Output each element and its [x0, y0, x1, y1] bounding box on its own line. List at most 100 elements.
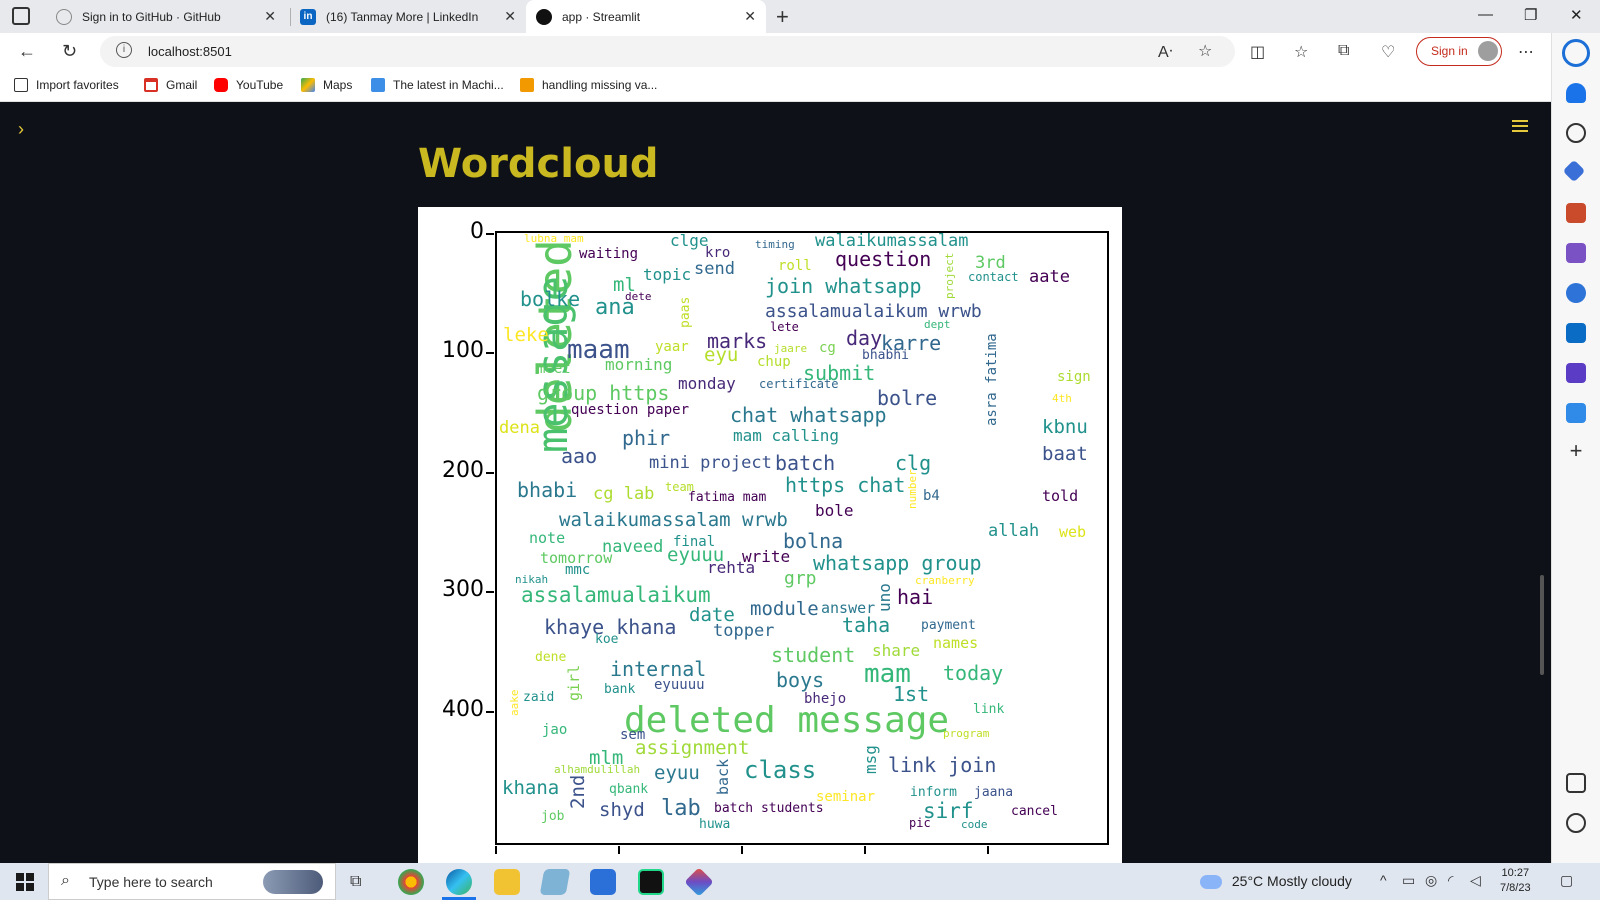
wordcloud-word: pic — [909, 816, 931, 830]
sidebar-layout-icon[interactable] — [1566, 773, 1586, 793]
info-icon[interactable]: i — [116, 42, 132, 58]
microsoft365-icon[interactable] — [1566, 283, 1586, 303]
designer-icon[interactable] — [1566, 363, 1586, 383]
close-icon[interactable]: ✕ — [504, 8, 516, 24]
main-menu-icon[interactable] — [1512, 120, 1528, 132]
wordcloud-word: mlm — [589, 747, 624, 769]
bookmark-import-favorites[interactable]: Import favorites — [14, 78, 119, 92]
system-clock[interactable]: 10:27 7/8/23 — [1500, 866, 1531, 896]
wordcloud-word: back — [714, 758, 732, 795]
streamlit-icon — [536, 8, 552, 25]
expand-sidebar-icon[interactable]: › — [18, 119, 24, 139]
streamlit-app: › Wordcloud deleted message deleted messag… — [0, 103, 1551, 863]
favorite-star-icon[interactable]: ☆ — [1198, 43, 1213, 60]
wordcloud-word: module — [750, 598, 819, 620]
y-tick-mark — [486, 233, 494, 235]
wordcloud-word: girl — [565, 664, 583, 701]
tab-title: Sign in to GitHub · GitHub — [82, 9, 221, 24]
wordcloud-word: mmc — [565, 562, 591, 578]
wordcloud-word: 4th — [1052, 392, 1072, 405]
minimize-icon[interactable]: — — [1478, 6, 1493, 23]
bookmark-label: YouTube — [236, 78, 284, 92]
tab-linkedin[interactable]: in (16) Tanmay More | LinkedIn ✕ — [290, 0, 526, 33]
wordcloud-word: allah — [988, 521, 1040, 541]
wordcloud-word: sem — [620, 727, 646, 743]
games-icon[interactable] — [1566, 243, 1586, 263]
wordcloud-word: clg — [895, 451, 932, 475]
new-tab-icon[interactable]: + — [776, 4, 789, 29]
bookmark-machine-learning[interactable]: The latest in Machi... — [371, 78, 504, 92]
bing-chat-icon[interactable] — [1562, 39, 1590, 67]
meet-icon[interactable]: ◎ — [1425, 872, 1438, 888]
power-automate-icon[interactable] — [590, 869, 616, 895]
notifications-icon[interactable] — [1566, 83, 1586, 103]
bookmark-gmail[interactable]: Gmail — [144, 78, 197, 92]
settings-gear-icon[interactable] — [1566, 813, 1586, 833]
tab-github[interactable]: Sign in to GitHub · GitHub ✕ — [46, 0, 286, 33]
url-field[interactable]: i localhost:8501 Aᐧ ☆ — [100, 36, 1235, 67]
wordcloud-word: baat — [1042, 443, 1088, 465]
read-aloud-icon[interactable]: Aᐧ — [1158, 44, 1173, 61]
wordcloud-word: bhabhi — [862, 348, 909, 363]
wordcloud-word: maam — [567, 335, 630, 365]
task-view-icon[interactable]: ⧉ — [350, 873, 362, 890]
bookmark-maps[interactable]: Maps — [301, 78, 352, 92]
url-text[interactable]: localhost:8501 — [148, 44, 232, 59]
battery-icon[interactable]: ▭ — [1402, 872, 1416, 888]
wordcloud-word: meet — [537, 361, 571, 377]
wordcloud-word: clge — [670, 231, 709, 250]
wordcloud-word: assignment — [635, 737, 750, 759]
tab-actions-icon[interactable] — [12, 7, 30, 25]
split-screen-icon[interactable]: ◫ — [1250, 44, 1266, 61]
taskbar-search[interactable]: ⌕ Type here to search — [48, 863, 336, 900]
bookmark-missing-values[interactable]: handling missing va... — [520, 78, 657, 92]
wordcloud-word: uno — [875, 583, 894, 612]
volume-icon[interactable]: ◁ — [1470, 872, 1481, 888]
wordcloud-word: bolre — [877, 386, 938, 410]
wifi-icon[interactable]: ◜ — [1448, 872, 1454, 888]
weather-widget[interactable]: 25°C Mostly cloudy — [1200, 873, 1352, 890]
tools-icon[interactable] — [1566, 203, 1586, 223]
wordcloud-word: bank — [604, 682, 636, 697]
show-hidden-icons-icon[interactable]: ^ — [1380, 872, 1387, 888]
wordcloud-word: final — [673, 534, 716, 550]
search-icon[interactable] — [1566, 123, 1586, 143]
back-icon[interactable]: ← — [18, 41, 36, 61]
browser-essentials-icon[interactable]: ♡ — [1381, 44, 1396, 61]
bookmark-label: Gmail — [166, 78, 198, 92]
restore-icon[interactable]: ❐ — [1524, 7, 1538, 24]
wordcloud-word: submit — [803, 361, 876, 385]
wordcloud-word: note — [529, 529, 566, 547]
shopping-tag-icon[interactable] — [1562, 159, 1586, 183]
avatar-icon — [1478, 41, 1498, 61]
close-icon[interactable]: ✕ — [264, 8, 276, 24]
wordcloud-word: lubna mam — [524, 232, 584, 245]
file-explorer-icon[interactable] — [494, 869, 520, 895]
scrollbar[interactable] — [1540, 575, 1544, 675]
send-icon[interactable] — [1566, 403, 1586, 423]
wordcloud-word: code — [961, 818, 988, 831]
collections-icon[interactable]: ⧉ — [1338, 42, 1350, 59]
bookmark-youtube[interactable]: YouTube — [214, 78, 283, 92]
notes-icon[interactable] — [539, 869, 571, 895]
notifications-center-icon[interactable]: ▢ — [1560, 872, 1574, 888]
time-text: 10:27 — [1501, 867, 1530, 879]
window-close-icon[interactable]: ✕ — [1570, 7, 1583, 24]
sign-in-button[interactable]: Sign in — [1416, 37, 1502, 66]
close-icon[interactable]: ✕ — [744, 8, 756, 24]
refresh-icon[interactable]: ↻ — [62, 41, 78, 61]
pycharm-icon[interactable] — [638, 869, 664, 895]
tab-title: (16) Tanmay More | LinkedIn — [326, 9, 479, 24]
edge-icon[interactable] — [442, 869, 476, 900]
chrome-icon[interactable] — [398, 869, 424, 895]
wordcloud-word: web — [1059, 523, 1087, 541]
favorites-icon[interactable]: ☆ — [1294, 44, 1309, 61]
app-icon[interactable] — [684, 867, 714, 897]
windows-start-icon[interactable] — [16, 873, 34, 891]
wordcloud-word: yaar — [655, 339, 689, 355]
wordcloud-word: taha — [842, 613, 891, 637]
more-options-icon[interactable]: ⋯ — [1518, 44, 1534, 61]
tab-streamlit[interactable]: app · Streamlit ✕ — [526, 0, 766, 33]
add-icon[interactable]: + — [1569, 438, 1583, 463]
outlook-icon[interactable] — [1566, 323, 1586, 343]
